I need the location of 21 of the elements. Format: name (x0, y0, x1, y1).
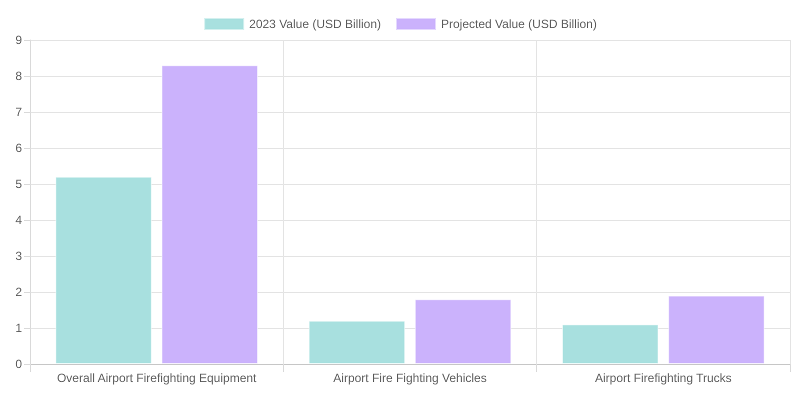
y-tick-label: 4 (15, 213, 22, 227)
y-tick-label: 5 (15, 177, 22, 191)
x-tick-label: Airport Fire Fighting Vehicles (333, 371, 487, 385)
bar (55, 176, 152, 364)
x-tick-label: Overall Airport Firefighting Equipment (56, 371, 258, 385)
y-tick-label: 2 (15, 285, 22, 299)
y-tick-label: 1 (15, 321, 22, 335)
bar (308, 320, 406, 364)
x-tick-label: Airport Firefighting Trucks (594, 371, 732, 385)
bar (161, 65, 258, 364)
legend-label: 2023 Value (USD Billion) (249, 17, 382, 31)
bar (668, 296, 765, 364)
bar (562, 324, 659, 364)
y-tick-label: 6 (15, 141, 22, 155)
legend-label: Projected Value (USD Billion) (441, 17, 597, 31)
y-tick-label: 0 (15, 357, 22, 371)
y-tick-label: 9 (15, 33, 22, 47)
bar (414, 299, 512, 364)
y-tick-label: 8 (15, 69, 22, 83)
y-tick-label: 3 (15, 249, 22, 263)
y-tick-label: 7 (15, 105, 22, 119)
